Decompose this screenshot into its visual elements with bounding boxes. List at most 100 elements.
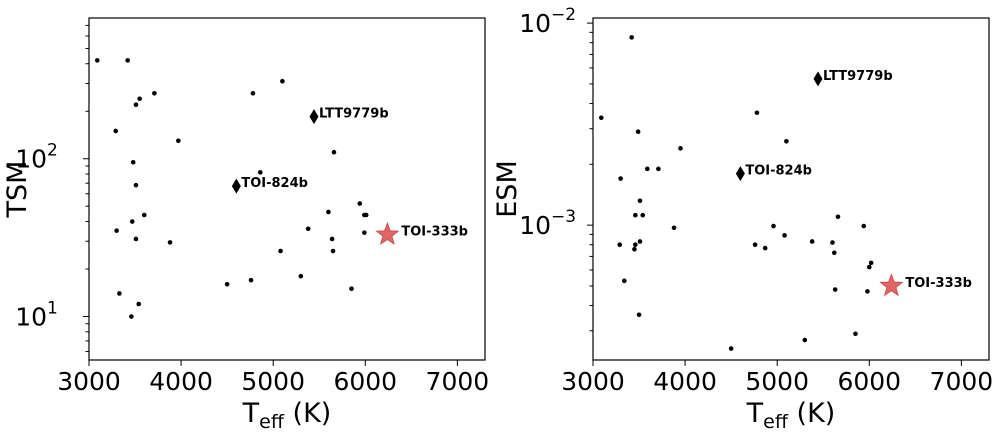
p0-x-tick-label: 5000 — [241, 367, 305, 396]
p0-data-point — [125, 58, 130, 63]
p0-planet-label: TOI-333b — [401, 225, 468, 240]
p0-planet-label: TOI-824b — [241, 176, 308, 191]
p1-data-point — [865, 289, 870, 294]
p1-data-point — [617, 242, 623, 248]
p1-x-tick-label: 6000 — [837, 367, 901, 396]
p0-data-point — [136, 301, 142, 307]
p0-data-point — [137, 96, 142, 102]
p1-data-point — [835, 214, 841, 220]
p0-data-point — [130, 159, 136, 165]
p0-data-point — [117, 291, 122, 296]
p1-data-point — [754, 110, 760, 116]
p1-data-point — [632, 246, 637, 252]
p1-diamond-marker — [813, 71, 823, 87]
p1-plot-frame — [592, 17, 990, 361]
p0-x-tick-label: 6000 — [333, 367, 397, 396]
p1-data-point — [771, 223, 776, 229]
p0-x-tick-label: 4000 — [149, 367, 213, 396]
p1-data-point — [868, 260, 874, 266]
p0-data-point — [94, 58, 100, 63]
p1-data-point — [678, 146, 683, 151]
p0-y-tick-exponent: 2 — [47, 141, 58, 161]
p0-data-point — [330, 248, 336, 254]
p0-y-axis-label: TSM — [2, 161, 33, 219]
p0-data-point — [248, 277, 254, 283]
p0-data-point — [298, 273, 304, 279]
p0-data-point — [129, 314, 134, 319]
p1-y-tick-label: 10−3 — [519, 207, 576, 240]
p0-data-point — [114, 228, 119, 233]
p0-x-axis-label-main: T — [242, 398, 260, 429]
p1-data-point — [637, 239, 643, 244]
p1-data-point — [861, 223, 867, 229]
p1-x-axis-label: Teff (K) — [746, 398, 836, 433]
p0-data-point — [133, 236, 139, 242]
p0-x-axis-label-subscript: eff — [259, 411, 285, 433]
p0-data-point — [129, 219, 135, 224]
p1-data-point — [629, 35, 634, 40]
p1-data-point — [645, 166, 650, 172]
p1-data-point — [618, 176, 623, 181]
p0-x-tick-label: 7000 — [426, 367, 490, 396]
p1-data-point — [622, 278, 627, 284]
p1-data-point — [671, 225, 677, 231]
p0-diamond-marker — [309, 109, 319, 125]
p1-x-tick-label: 5000 — [745, 367, 809, 396]
p0-x-axis-label: Teff (K) — [242, 398, 332, 433]
p0-y-tick-exponent: 1 — [47, 299, 58, 319]
p1-data-point — [784, 139, 789, 144]
p0-data-point — [113, 128, 119, 134]
p1-y-tick-exponent: −3 — [551, 207, 576, 227]
p0-x-axis-label-unit: (K) — [284, 398, 331, 429]
p1-x-axis-label-unit: (K) — [788, 398, 835, 429]
p0-data-point — [357, 201, 363, 206]
p1-data-point — [832, 287, 838, 292]
p1-data-point — [635, 129, 641, 135]
p1-data-point — [728, 346, 734, 351]
p0-data-point — [141, 212, 147, 218]
p0-star-marker — [375, 222, 400, 245]
p1-data-point — [640, 212, 646, 218]
p1-data-point — [866, 264, 872, 270]
p1-y-tick-base: 10 — [519, 9, 551, 38]
p1-data-point — [637, 198, 643, 204]
p1-planet-label: LTT9779b — [823, 69, 893, 84]
p1-data-point — [853, 331, 858, 337]
p0-data-point — [349, 286, 354, 292]
p0-data-point — [176, 138, 181, 144]
p1-x-axis-label-main: T — [746, 398, 764, 429]
p1-diamond-marker — [735, 166, 745, 182]
p0-data-point — [133, 102, 139, 108]
p0-data-point — [152, 90, 157, 96]
p1-data-point — [831, 250, 837, 256]
p0-data-point — [167, 240, 173, 245]
p1-planet-label: TOI-333b — [905, 276, 972, 291]
p1-data-point — [656, 166, 661, 172]
p1-data-point — [636, 312, 642, 318]
p1-data-point — [598, 115, 604, 121]
p1-data-point — [633, 212, 638, 218]
p0-data-point — [363, 212, 369, 218]
p1-x-tick-label: 3000 — [561, 367, 625, 396]
p0-data-point — [331, 149, 337, 155]
p0-y-tick-base: 10 — [15, 303, 47, 332]
p1-data-point — [809, 239, 815, 244]
p0-y-tick-label: 102 — [15, 141, 58, 174]
p0-y-tick-base: 10 — [15, 145, 47, 174]
p1-y-tick-exponent: −2 — [551, 5, 576, 25]
p1-x-tick-label: 4000 — [653, 367, 717, 396]
p1-y-tick-base: 10 — [519, 211, 551, 240]
p0-data-point — [305, 226, 311, 232]
p0-plot-frame — [88, 17, 486, 361]
p0-data-point — [280, 78, 285, 84]
p0-x-tick-label: 3000 — [57, 367, 121, 396]
p1-x-tick-label: 7000 — [930, 367, 994, 396]
p1-data-point — [633, 242, 638, 248]
p0-data-point — [362, 230, 367, 235]
p0-data-point — [250, 90, 256, 96]
p0-data-point — [329, 236, 335, 242]
p1-y-axis-label: ESM — [492, 160, 523, 218]
